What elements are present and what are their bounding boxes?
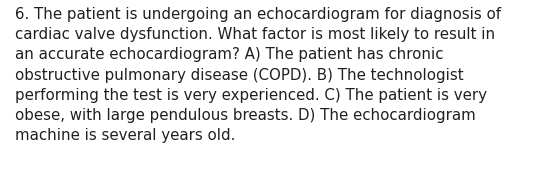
Text: 6. The patient is undergoing an echocardiogram for diagnosis of
cardiac valve dy: 6. The patient is undergoing an echocard…: [16, 7, 502, 143]
